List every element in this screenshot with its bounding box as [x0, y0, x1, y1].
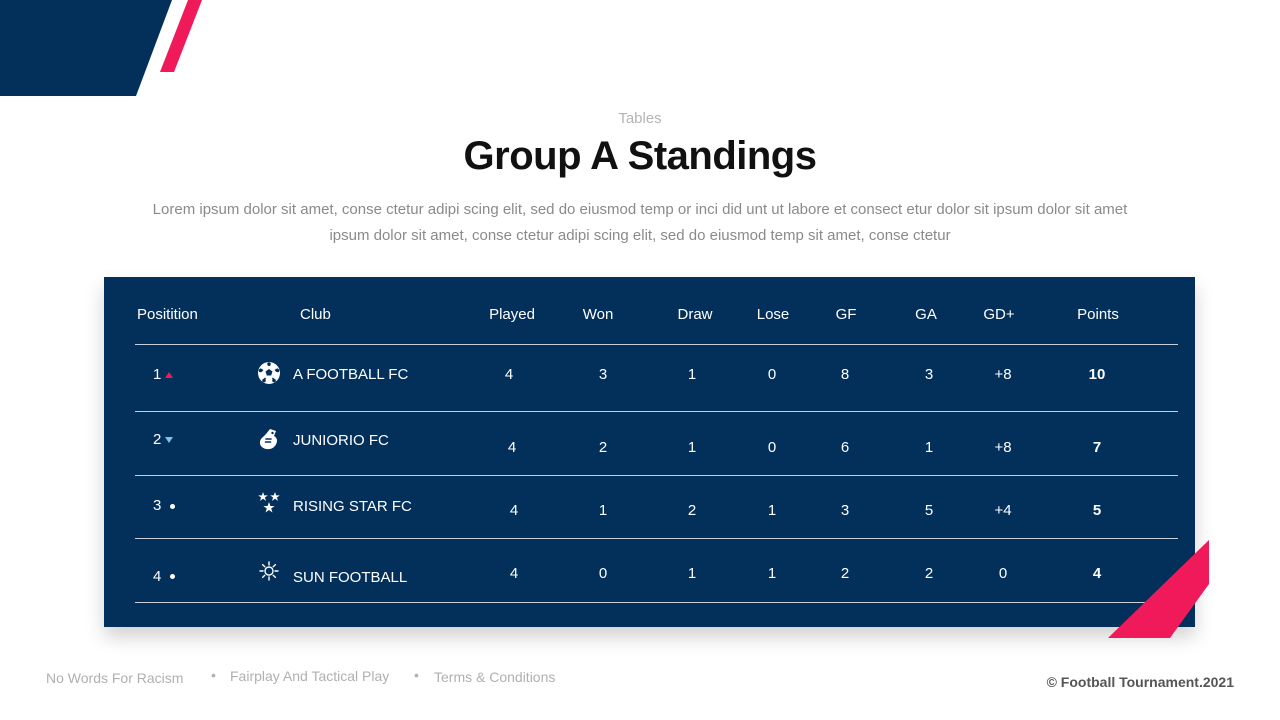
gf-value: 8	[840, 366, 850, 383]
gd-value: +8	[994, 366, 1012, 383]
points-value: 10	[1088, 366, 1106, 383]
copyright-text: © Football Tournament.2021	[1046, 674, 1234, 690]
corner-decoration	[0, 0, 202, 96]
club-name: JUNIORIO FC	[293, 432, 389, 449]
gf-value: 2	[840, 565, 850, 582]
gd-value: +8	[994, 439, 1012, 456]
ga-value: 2	[924, 565, 934, 582]
column-header-gf: GF	[835, 306, 857, 323]
ga-value: 3	[924, 366, 934, 383]
ga-value: 1	[924, 439, 934, 456]
column-header-lose: Lose	[756, 306, 790, 323]
lose-value: 0	[767, 366, 777, 383]
points-value: 4	[1092, 565, 1102, 582]
won-value: 1	[598, 502, 608, 519]
header-divider	[135, 344, 1178, 345]
footer-separator: •	[414, 667, 419, 683]
club-name: SUN FOOTBALL	[293, 569, 408, 586]
standings-table: Positition Club Played Won Draw Lose GF …	[104, 277, 1195, 627]
footer-link-no-racism[interactable]: No Words For Racism	[46, 670, 184, 686]
points-value: 5	[1092, 502, 1102, 519]
section-eyebrow: Tables	[618, 110, 662, 127]
page-description: Lorem ipsum dolor sit amet, conse ctetur…	[152, 201, 1128, 244]
footer-separator: •	[211, 667, 216, 683]
column-header-points: Points	[1077, 306, 1119, 323]
page-title: Group A Standings	[463, 134, 817, 178]
position-number: 2	[153, 431, 162, 448]
won-value: 3	[598, 366, 608, 383]
lose-value: 0	[767, 439, 777, 456]
trend-same-icon	[170, 504, 175, 509]
ga-value: 5	[924, 502, 934, 519]
trend-down-icon	[165, 437, 173, 443]
stars-icon	[258, 492, 280, 513]
gf-value: 6	[840, 439, 850, 456]
played-value: 4	[509, 565, 519, 582]
played-value: 4	[509, 502, 519, 519]
played-value: 4	[504, 366, 514, 383]
position-number: 4	[153, 568, 162, 585]
club-name: RISING STAR FC	[293, 498, 412, 515]
lose-value: 1	[767, 502, 777, 519]
sun-icon	[259, 561, 279, 581]
row-divider	[135, 475, 1178, 476]
footer-link-fairplay[interactable]: Fairplay And Tactical Play	[230, 668, 390, 684]
gd-value: +4	[994, 502, 1012, 519]
row-divider	[135, 602, 1178, 603]
draw-value: 1	[687, 366, 697, 383]
column-header-ga: GA	[915, 306, 937, 323]
position-number: 1	[153, 366, 162, 383]
column-header-club: Club	[300, 306, 331, 323]
footer-link-terms[interactable]: Terms & Conditions	[434, 669, 556, 685]
won-value: 2	[598, 439, 608, 456]
column-header-played: Played	[489, 306, 535, 323]
lose-value: 1	[767, 565, 777, 582]
row-divider	[135, 411, 1178, 412]
points-value: 7	[1092, 439, 1102, 456]
position-number: 3	[153, 497, 162, 514]
draw-value: 1	[687, 439, 697, 456]
accent-stripe-decoration	[1108, 540, 1209, 638]
column-header-position: Positition	[137, 306, 198, 323]
gd-value: 0	[998, 565, 1008, 582]
column-header-won: Won	[582, 306, 614, 323]
boot-icon	[259, 429, 277, 450]
trend-up-icon	[165, 372, 173, 378]
gf-value: 3	[840, 502, 850, 519]
row-divider	[135, 538, 1178, 539]
club-name: A FOOTBALL FC	[293, 366, 409, 383]
column-header-draw: Draw	[677, 306, 713, 323]
draw-value: 2	[687, 502, 697, 519]
football-ball-icon	[258, 362, 280, 384]
draw-value: 1	[687, 565, 697, 582]
column-header-gd: GD+	[983, 306, 1015, 323]
trend-same-icon	[170, 574, 175, 579]
played-value: 4	[507, 439, 517, 456]
won-value: 0	[598, 565, 608, 582]
